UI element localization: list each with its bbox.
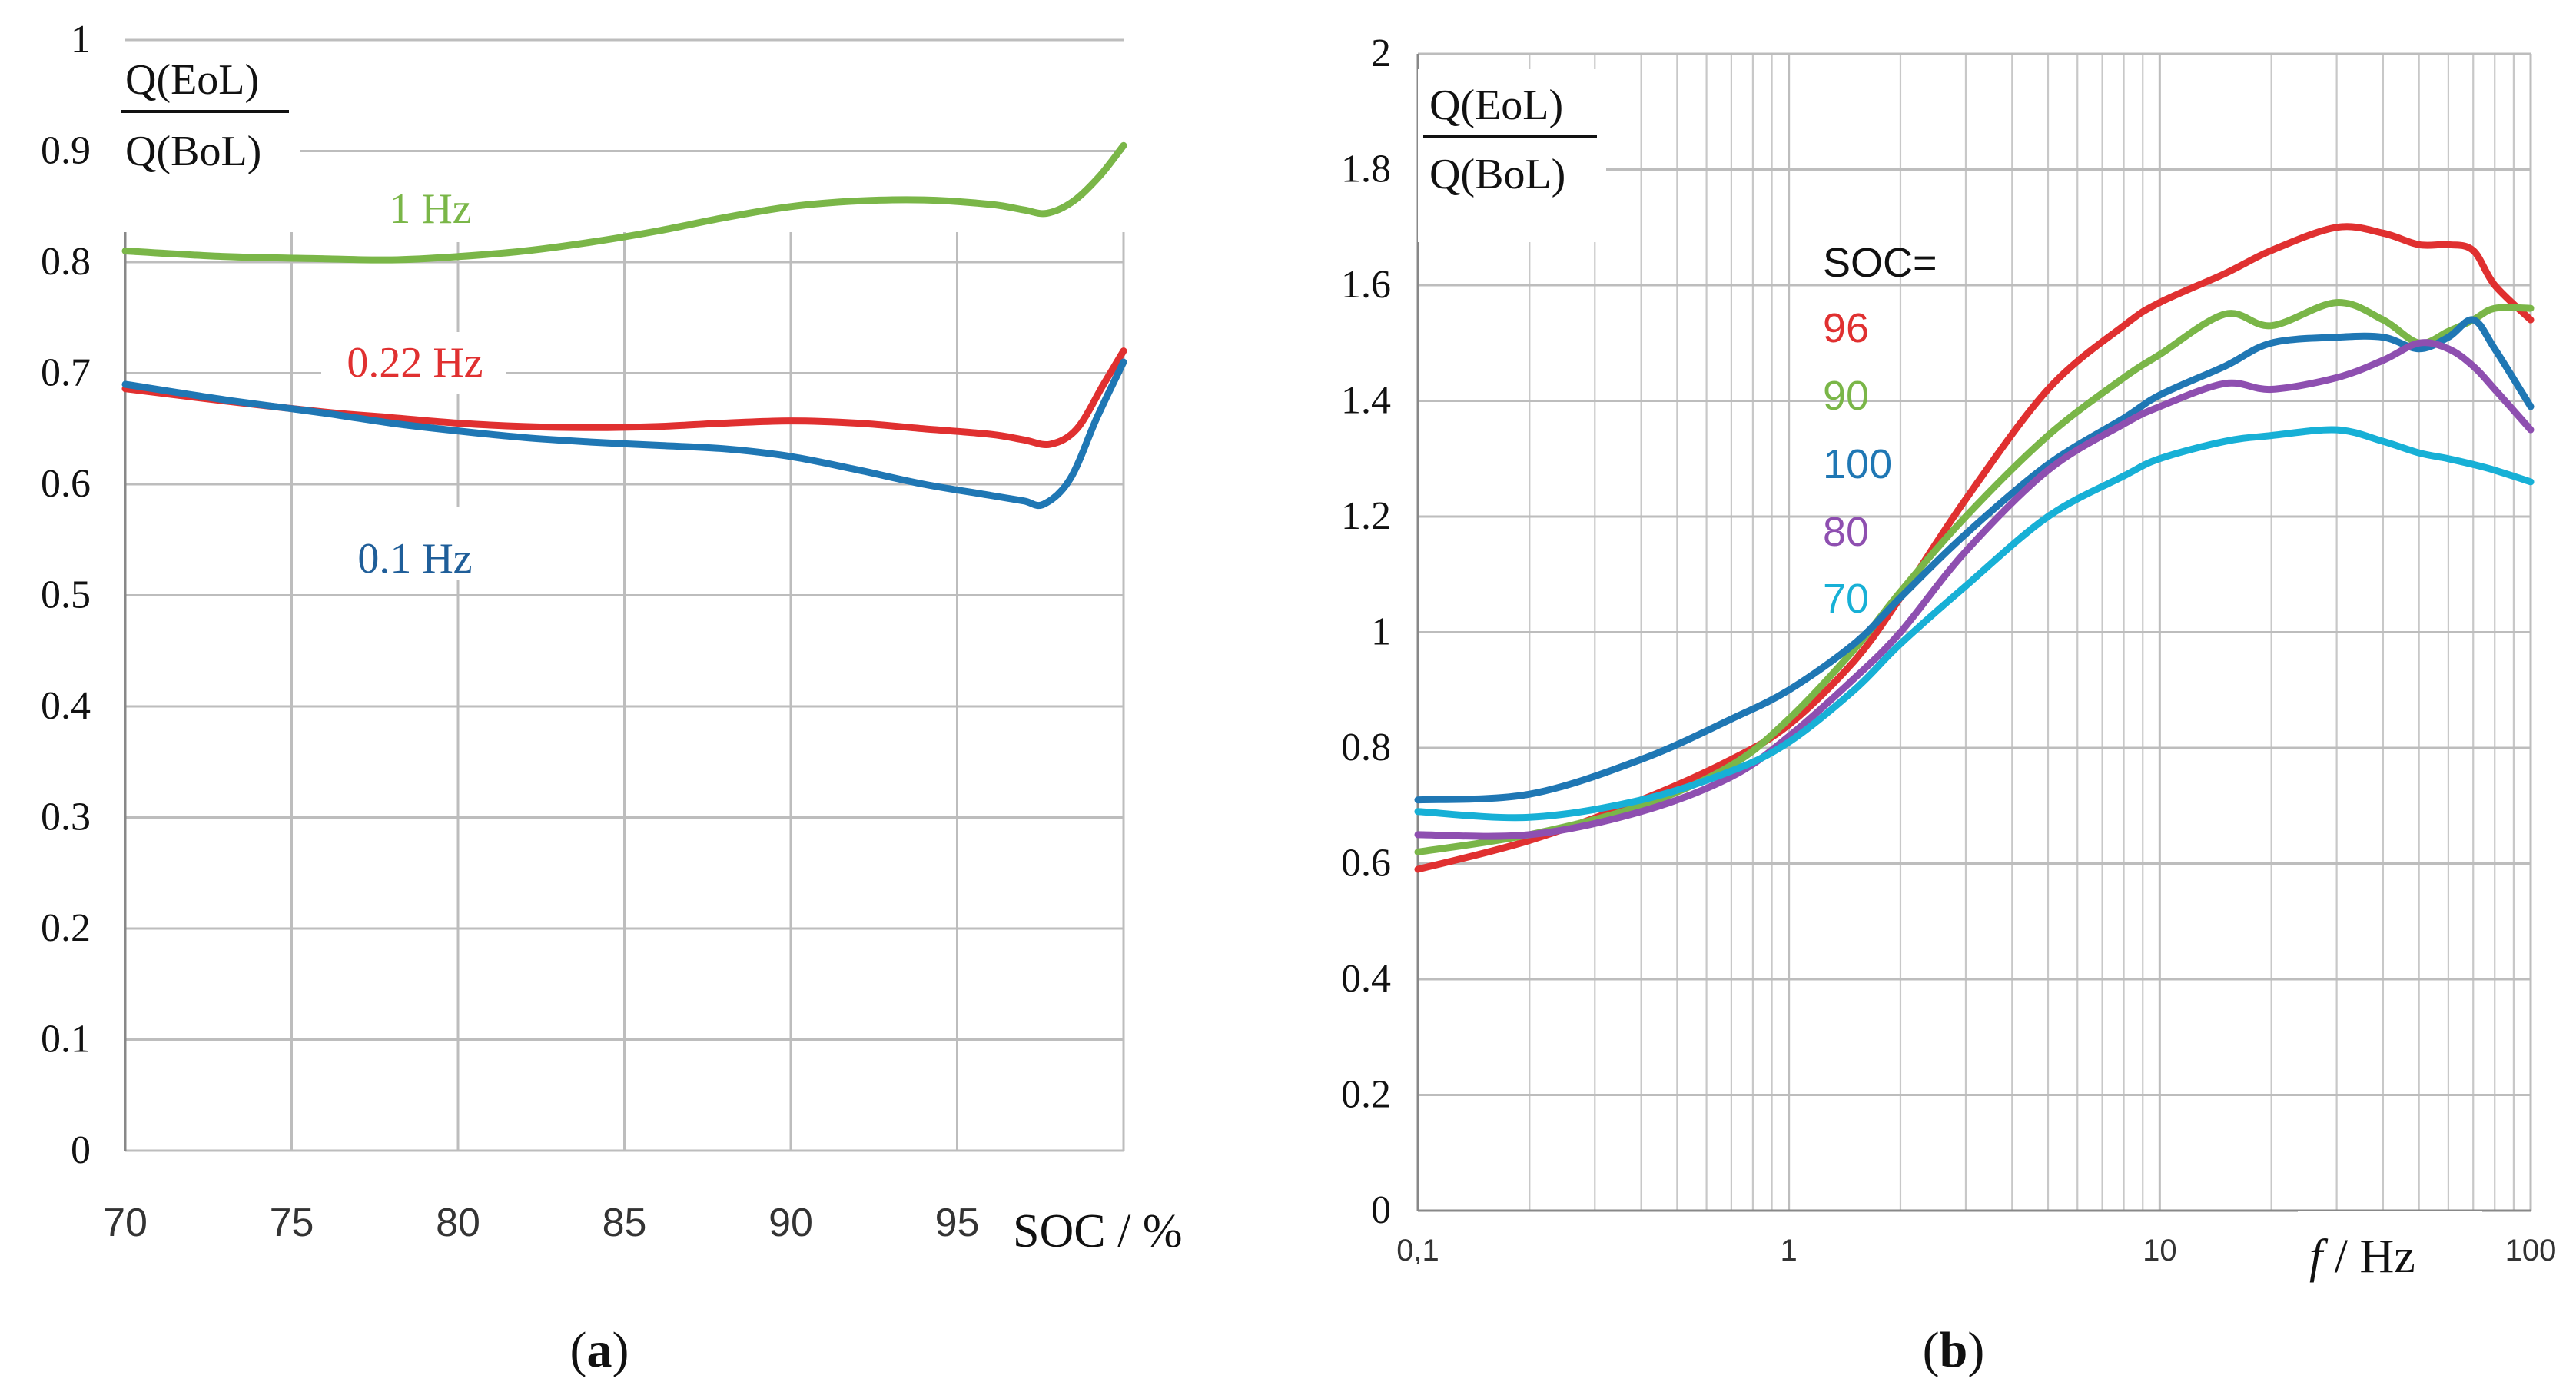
panel-b-ytick-1: 1	[1371, 610, 1391, 654]
panel-b-legend: SOC= 96 90 100 80 70	[1823, 240, 1937, 622]
legend-item-96: 96	[1823, 305, 1869, 351]
panel-a-ytick-0-7: 0.7	[41, 351, 91, 395]
legend-item-70: 70	[1823, 576, 1869, 622]
panel-a-xtick-85: 85	[603, 1201, 647, 1245]
panel-b-series-soc-80	[1414, 339, 2535, 840]
annotation-1hz: 1 Hz	[389, 185, 471, 233]
panel-b-ytick-1-4: 1.4	[1341, 379, 1391, 423]
panel-a-series-0-1-hz	[121, 358, 1127, 510]
panel-a-ytick-0-5: 0.5	[41, 573, 91, 617]
annotation-0-1hz: 0.1 Hz	[357, 535, 472, 583]
panel-b-ytick-0-4: 0.4	[1341, 957, 1391, 1001]
panel-a-ytick-0-9: 0.9	[41, 129, 91, 173]
panel-b-xtick-10: 10	[2143, 1234, 2177, 1267]
panel-a-ytick-0-2: 0.2	[41, 906, 91, 950]
panel-a-ticks: 0 0.1 0.2 0.3 0.4 0.5 0.6 0.7 0.8 0.9 1 70 75 80 85 90 9…	[41, 18, 979, 1245]
legend-item-90: 90	[1823, 373, 1869, 419]
panel-a-xtick-70: 70	[103, 1201, 148, 1245]
panel-a-ylabel-numerator: Q(EoL)	[125, 56, 259, 104]
panel-b-xtick-1: 1	[1781, 1234, 1798, 1267]
legend-item-80: 80	[1823, 509, 1869, 555]
panel-a-series	[121, 141, 1127, 510]
panel-a-ytick-0-8: 0.8	[41, 240, 91, 284]
panel-b-ytick-1-2: 1.2	[1341, 494, 1391, 538]
panel-a-ytick-0-1: 0.1	[41, 1018, 91, 1061]
panel-a-annotations: 1 Hz 0.22 Hz 0.1 Hz	[321, 169, 523, 583]
panel-b-ytick-0-2: 0.2	[1341, 1073, 1391, 1117]
panel-a-ytick-1: 1	[71, 18, 91, 61]
panel-b-xlabel: f / Hz	[2298, 1211, 2482, 1283]
panel-a-xtick-90: 90	[768, 1201, 813, 1245]
panel-b-ytick-0: 0	[1371, 1188, 1391, 1232]
panel-a-ylabel: Q(EoL) Q(BoL)	[115, 46, 300, 192]
panel-b-xtick-0-1: 0,1	[1396, 1234, 1439, 1267]
panel-b-xtick-100: 100	[2505, 1234, 2557, 1267]
annotation-0-22hz: 0.22 Hz	[347, 339, 483, 387]
panel-b-ylabel-denominator: Q(BoL)	[1429, 151, 1565, 198]
panel-b-ylabel: Q(EoL) Q(BoL)	[1418, 69, 1606, 242]
panel-a-grid	[124, 38, 1125, 1152]
panel-a-ytick-0-4: 0.4	[41, 684, 91, 728]
panel-a-xtick-80: 80	[436, 1201, 480, 1245]
panel-b-ticks: 0 0.2 0.4 0.6 0.8 1 1.2 1.4 1.6 1.8 2 0,1 1 10 100	[1341, 32, 2556, 1267]
legend-item-100: 100	[1823, 441, 1892, 487]
svg-text:f / Hz: f / Hz	[2309, 1231, 2415, 1283]
panel-a-ytick-0-6: 0.6	[41, 462, 91, 506]
panel-b-series-soc-100	[1414, 316, 2535, 804]
panel-b-xlabel-unit: / Hz	[2322, 1231, 2415, 1283]
panel-b-ylabel-numerator: Q(EoL)	[1429, 81, 1563, 129]
panel-a-ytick-0: 0	[71, 1128, 91, 1172]
panel-b-series	[1414, 223, 2535, 873]
panel-a-xtick-95: 95	[935, 1201, 980, 1245]
panel-b-ytick-2: 2	[1371, 32, 1391, 75]
panel-b-ytick-0-6: 0.6	[1341, 842, 1391, 885]
panel-a-xlabel: SOC / %	[1013, 1205, 1182, 1257]
panel-a-ytick-0-3: 0.3	[41, 796, 91, 839]
panel-b-caption: (b)	[1923, 1322, 1985, 1378]
panel-b-ytick-0-8: 0.8	[1341, 726, 1391, 769]
panel-a-xtick-75: 75	[270, 1201, 314, 1245]
panel-b-series-soc-70	[1414, 426, 2535, 822]
panel-b-series-soc-96	[1414, 223, 2535, 873]
panel-a-caption: (a)	[570, 1322, 629, 1378]
legend-title: SOC=	[1823, 240, 1937, 286]
panel-b-ytick-1-8: 1.8	[1341, 148, 1391, 191]
panel-a-series-1-hz	[121, 141, 1127, 264]
panel-b-ytick-1-6: 1.6	[1341, 263, 1391, 307]
panel-a-ylabel-denominator: Q(BoL)	[125, 128, 261, 175]
